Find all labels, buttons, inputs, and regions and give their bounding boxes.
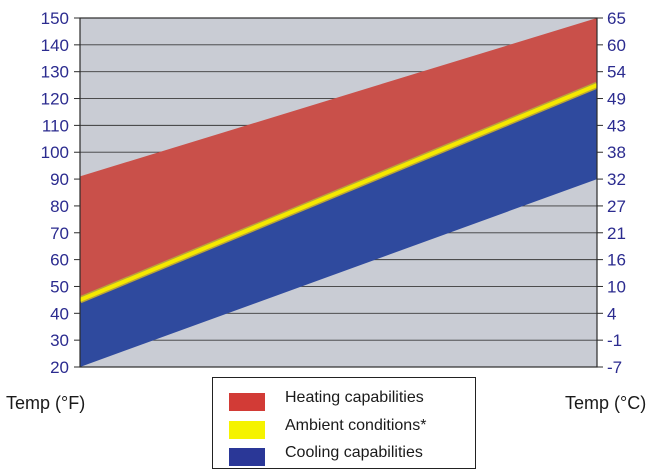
legend-swatch-heating xyxy=(229,393,265,411)
legend-item-heating: Heating capabilities xyxy=(213,387,475,411)
left-axis-ticks: 150 140 130 120 110 100 90 80 70 60 50 40 30 20 xyxy=(41,9,80,377)
legend-label-heating: Heating capabilities xyxy=(285,389,424,406)
left-tick-label: 100 xyxy=(41,143,69,162)
right-tick-label: 49 xyxy=(607,90,626,109)
legend: Heating capabilities Ambient conditions*… xyxy=(212,377,476,469)
y-axis-label-right: Temp (°C) xyxy=(565,393,647,413)
cooling-area xyxy=(80,85,597,367)
right-tick-label: 43 xyxy=(607,116,626,135)
legend-label-cooling: Cooling capabilities xyxy=(285,444,423,461)
left-tick-label: 40 xyxy=(50,304,69,323)
right-tick-label: 65 xyxy=(607,9,626,28)
right-tick-label: 60 xyxy=(607,36,626,55)
legend-swatch-cooling xyxy=(229,448,265,466)
left-tick-label: 130 xyxy=(41,63,69,82)
right-tick-label: 16 xyxy=(607,251,626,270)
left-tick-label: 60 xyxy=(50,251,69,270)
plot-border xyxy=(79,17,598,368)
left-tick-label: 140 xyxy=(41,36,69,55)
right-tick-label: 21 xyxy=(607,224,626,243)
ambient-line-stroke xyxy=(80,83,597,302)
left-tick-label: 150 xyxy=(41,9,69,28)
left-tick-label: 70 xyxy=(50,224,69,243)
area-series xyxy=(80,18,597,367)
right-tick-label: 27 xyxy=(607,197,626,216)
right-tick-label: 54 xyxy=(607,63,626,82)
right-tick-label: 4 xyxy=(607,304,616,323)
right-tick-label: -1 xyxy=(607,331,622,350)
left-tick-label: 20 xyxy=(50,358,69,377)
left-tick-label: 90 xyxy=(50,170,69,189)
legend-item-cooling: Cooling capabilities xyxy=(213,442,475,466)
legend-item-ambient: Ambient conditions* xyxy=(213,415,475,439)
left-tick-label: 80 xyxy=(50,197,69,216)
legend-label-ambient: Ambient conditions* xyxy=(285,417,427,434)
right-tick-label: 32 xyxy=(607,170,626,189)
right-tick-label: -7 xyxy=(607,358,622,377)
left-tick-label: 30 xyxy=(50,331,69,350)
ambient-line xyxy=(80,81,597,304)
right-tick-label: 10 xyxy=(607,277,626,296)
legend-swatch-ambient xyxy=(229,421,265,439)
right-axis-ticks: 65 60 54 49 43 38 32 27 21 16 10 4 -1 -7 xyxy=(597,9,626,377)
right-tick-label: 38 xyxy=(607,143,626,162)
y-axis-label-left: Temp (°F) xyxy=(6,393,86,413)
left-tick-label: 110 xyxy=(42,116,69,135)
left-tick-label: 50 xyxy=(50,277,69,296)
left-tick-label: 120 xyxy=(41,90,69,109)
heating-area xyxy=(80,18,597,300)
